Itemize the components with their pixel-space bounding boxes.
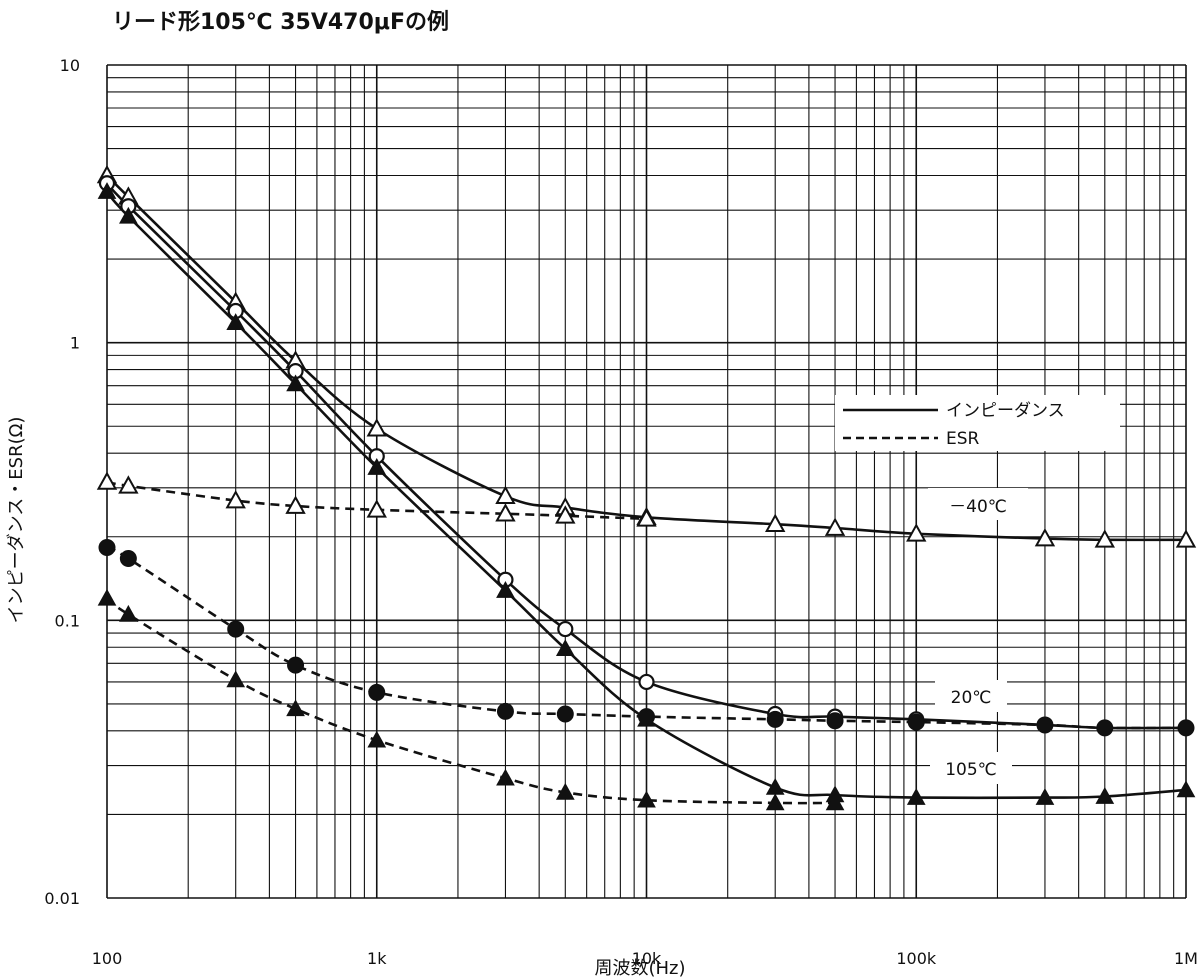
data-point-triangle-open bbox=[906, 523, 927, 542]
data-point-triangle-open bbox=[636, 508, 657, 527]
series-line-impedance-4 bbox=[105, 190, 1187, 800]
data-point-triangle-filled bbox=[765, 777, 785, 795]
data-point-triangle-open bbox=[1175, 529, 1197, 548]
data-point-triangle-filled bbox=[119, 604, 138, 622]
series-lines bbox=[105, 174, 1187, 805]
x-tick-label: 100 bbox=[92, 949, 123, 968]
series-markers bbox=[96, 164, 1197, 811]
data-point-triangle-filled bbox=[367, 458, 387, 475]
data-point-circle-filled bbox=[826, 712, 844, 730]
data-point-triangle-open bbox=[1034, 528, 1056, 547]
x-axis-label: 周波数(Hz) bbox=[594, 958, 685, 979]
data-point-circle-filled bbox=[1096, 719, 1114, 737]
data-point-circle-filled bbox=[368, 683, 386, 701]
data-point-triangle-filled bbox=[97, 182, 117, 199]
data-point-triangle-filled bbox=[555, 782, 575, 800]
data-point-triangle-filled bbox=[1176, 780, 1196, 798]
data-point-triangle-open bbox=[555, 505, 576, 524]
x-tick-label: 10k bbox=[632, 949, 662, 968]
grid bbox=[106, 64, 1187, 899]
data-point-triangle-filled bbox=[496, 581, 515, 598]
data-point-triangle-open bbox=[96, 471, 118, 490]
y-tick-label: 0.01 bbox=[44, 889, 80, 908]
data-point-circle-filled bbox=[227, 620, 245, 638]
series-line-impedance-2 bbox=[106, 182, 1187, 730]
data-point-triangle-filled bbox=[1035, 788, 1055, 805]
data-point-triangle-filled bbox=[286, 699, 305, 717]
data-point-circle-filled bbox=[496, 702, 514, 720]
data-point-circle-open bbox=[638, 673, 655, 691]
data-point-circle-filled bbox=[1177, 719, 1195, 737]
data-point-circle-filled bbox=[907, 713, 925, 731]
chart-title: リード形105℃ 35V470μFの例 bbox=[112, 10, 450, 35]
data-point-triangle-filled bbox=[555, 639, 575, 657]
x-tick-labels: 100 1k 10k 100k 1M bbox=[92, 949, 1198, 968]
data-point-triangle-filled bbox=[765, 793, 785, 811]
data-point-triangle-open bbox=[495, 485, 516, 504]
data-point-circle-filled bbox=[556, 705, 574, 723]
data-point-triangle-filled bbox=[226, 313, 246, 331]
annotation-20: 20℃ bbox=[935, 680, 1007, 712]
annotation-105-label: 105℃ bbox=[945, 760, 997, 780]
legend-esr-label: ESR bbox=[946, 429, 980, 449]
data-point-triangle-filled bbox=[226, 670, 246, 688]
y-tick-label: 10 bbox=[60, 56, 80, 75]
data-point-triangle-filled bbox=[119, 206, 138, 224]
series-line-esr-3 bbox=[106, 546, 1187, 730]
x-tick-label: 1M bbox=[1174, 949, 1198, 968]
data-point-circle-filled bbox=[766, 710, 784, 728]
data-point-triangle-filled bbox=[367, 730, 387, 748]
y-tick-label: 1 bbox=[70, 334, 80, 353]
data-point-triangle-filled bbox=[1095, 786, 1115, 804]
data-point-triangle-filled bbox=[637, 790, 656, 808]
annotation-minus40-label: －40℃ bbox=[949, 497, 1007, 517]
data-point-triangle-open bbox=[824, 517, 846, 536]
data-point-circle-filled bbox=[98, 538, 116, 556]
data-point-circle-filled bbox=[287, 656, 305, 674]
data-point-triangle-open bbox=[765, 513, 786, 532]
y-tick-labels: 0.01 0.1 1 10 bbox=[44, 56, 80, 908]
annotation-20-label: 20℃ bbox=[951, 688, 992, 708]
data-point-triangle-filled bbox=[97, 588, 117, 606]
data-point-triangle-filled bbox=[637, 709, 656, 727]
data-point-triangle-open bbox=[225, 489, 246, 509]
data-point-triangle-open bbox=[118, 475, 139, 494]
data-point-circle-open bbox=[557, 620, 574, 638]
legend: インピーダンス ESR bbox=[835, 395, 1120, 451]
x-tick-label: 100k bbox=[896, 949, 937, 968]
data-point-triangle-open bbox=[495, 503, 516, 522]
data-point-circle-filled bbox=[119, 549, 137, 567]
y-axis-label: インピーダンス・ESR(Ω) bbox=[6, 417, 27, 624]
y-tick-label: 0.1 bbox=[55, 611, 80, 630]
annotation-minus40: －40℃ bbox=[928, 488, 1028, 520]
x-tick-label: 1k bbox=[367, 949, 387, 968]
data-point-circle-filled bbox=[1036, 716, 1054, 734]
data-point-triangle-filled bbox=[825, 793, 845, 811]
data-point-triangle-filled bbox=[286, 374, 305, 392]
legend-impedance-label: インピーダンス bbox=[946, 401, 1065, 421]
data-point-triangle-open bbox=[285, 495, 306, 514]
data-point-triangle-filled bbox=[906, 788, 926, 805]
series-line-esr-5 bbox=[106, 597, 836, 805]
data-point-triangle-open bbox=[366, 418, 387, 437]
data-point-triangle-open bbox=[366, 499, 387, 518]
data-point-triangle-open bbox=[1094, 529, 1115, 548]
annotation-105: 105℃ bbox=[930, 752, 1012, 784]
data-point-triangle-filled bbox=[496, 768, 515, 786]
